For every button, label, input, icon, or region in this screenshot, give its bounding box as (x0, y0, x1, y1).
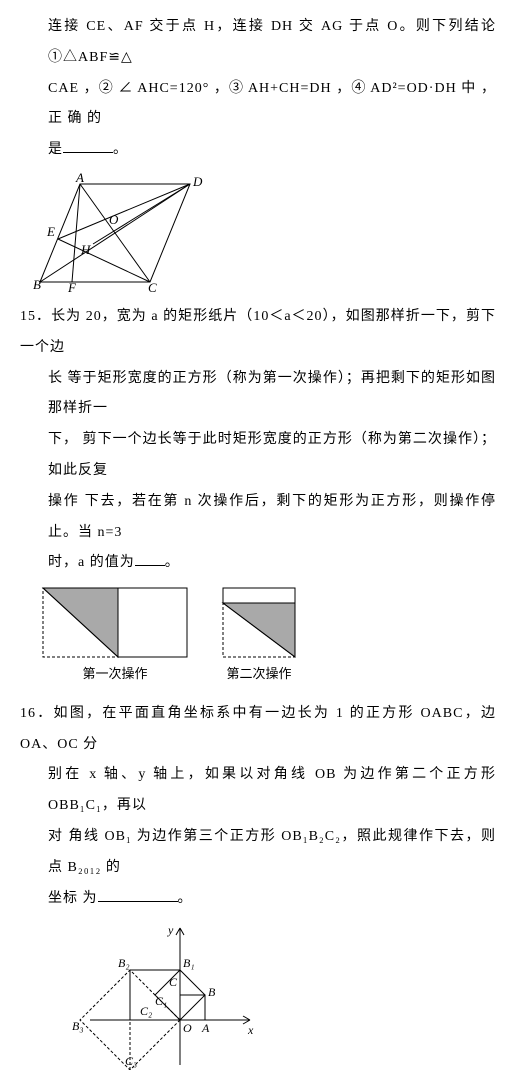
svg-text:D: D (192, 174, 203, 189)
svg-text:C₂: C₂ (140, 1004, 152, 1018)
figure-14: A D B C E F H O (30, 172, 496, 292)
svg-text:B: B (208, 985, 216, 999)
q15-line2: 长 等于矩形宽度的正方形（称为第一次操作）；再把剩下的矩形如图那样折一 (20, 364, 496, 426)
svg-text:O: O (183, 1021, 192, 1035)
svg-text:B₂: B₂ (118, 956, 130, 970)
q14-line1: 连接 CE、AF 交于点 H，连接 DH 交 AG 于点 O。则下列结论①△AB… (20, 12, 496, 74)
blank-15 (135, 550, 165, 566)
blank-16 (98, 886, 178, 902)
question-14: 连接 CE、AF 交于点 H，连接 DH 交 AG 于点 O。则下列结论①△AB… (20, 12, 496, 292)
fig15-op2: 第二次操作 (220, 585, 298, 689)
figure-16: O A B C B₁ C₁ B₂ C₂ B₃ C₃ x y (70, 920, 496, 1070)
q14-line3: 是。 (20, 135, 496, 166)
svg-text:E: E (46, 224, 55, 239)
svg-text:A: A (75, 172, 84, 185)
q15-line5: 时，a 的值为。 (20, 548, 496, 579)
svg-text:C₁: C₁ (155, 994, 167, 1008)
figure-15: 第一次操作 第二次操作 (40, 585, 496, 689)
svg-text:B₃: B₃ (72, 1019, 84, 1033)
svg-text:H: H (80, 242, 91, 257)
svg-text:F: F (67, 280, 77, 292)
svg-text:C: C (169, 975, 178, 989)
svg-text:y: y (167, 923, 174, 937)
blank-14 (63, 137, 113, 153)
fig15-op1: 第一次操作 (40, 585, 190, 689)
svg-text:B₁: B₁ (183, 956, 195, 970)
q16-line4: 坐标 为。 (20, 884, 496, 915)
q14-line2: CAE ，② ∠ AHC=120° ，③ AH+CH=DH ，④ AD²=OD·… (20, 74, 496, 136)
q15-line4: 操作 下去，若在第 n 次操作后，剩下的矩形为正方形，则操作停止。当 n=3 (20, 487, 496, 549)
svg-text:x: x (247, 1023, 254, 1037)
question-16: 16．如图，在平面直角坐标系中有一边长为 1 的正方形 OABC，边 OA、OC… (20, 699, 496, 1071)
q16-line1: 16．如图，在平面直角坐标系中有一边长为 1 的正方形 OABC，边 OA、OC… (20, 699, 496, 761)
q16-line3: 对 角线 OB₁ 为边作第三个正方形 OB₁B₂C₂，照此规律作下去，则点 B₂… (20, 822, 496, 884)
svg-text:C: C (148, 280, 157, 292)
svg-text:A: A (201, 1021, 210, 1035)
svg-text:B: B (33, 277, 41, 292)
q15-line1: 15．长为 20，宽为 a 的矩形纸片（10＜a＜20），如图那样折一下，剪下一… (20, 302, 496, 364)
svg-text:O: O (109, 212, 119, 227)
q16-line2: 别在 x 轴、y 轴上，如果以对角线 OB 为边作第二个正方形 OBB₁C₁，再… (20, 760, 496, 822)
svg-text:C₃: C₃ (125, 1054, 137, 1068)
question-15: 15．长为 20，宽为 a 的矩形纸片（10＜a＜20），如图那样折一下，剪下一… (20, 302, 496, 689)
q15-line3: 下， 剪下一个边长等于此时矩形宽度的正方形（称为第二次操作）；如此反复 (20, 425, 496, 487)
